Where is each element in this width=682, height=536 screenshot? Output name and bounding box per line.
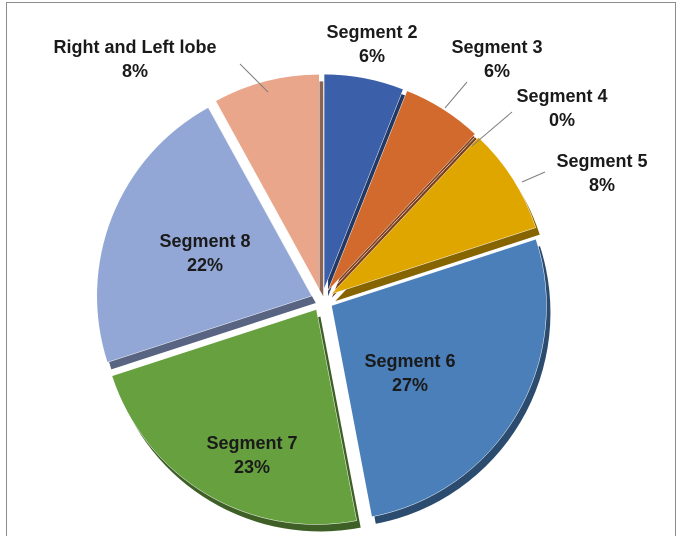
- value-label: 27%: [392, 375, 428, 395]
- slice-label: Segment 5: [556, 151, 647, 171]
- slice-label: Segment 4: [516, 86, 607, 106]
- slice-label: Segment 7: [206, 433, 297, 453]
- value-label: 6%: [484, 61, 510, 81]
- value-label: 6%: [359, 46, 385, 66]
- value-label: 22%: [187, 255, 223, 275]
- value-label: 0%: [549, 110, 575, 130]
- slice: [327, 90, 476, 291]
- leader-line: [444, 81, 468, 109]
- slice-label: Segment 6: [364, 351, 455, 371]
- value-label: 23%: [234, 457, 270, 477]
- slice-label: Right and Left lobe: [54, 37, 217, 57]
- value-label: 8%: [122, 61, 148, 81]
- slice: [111, 309, 357, 525]
- leader-line: [521, 171, 546, 183]
- leader-line: [471, 111, 513, 147]
- value-label: 8%: [589, 175, 615, 195]
- slice: [215, 74, 320, 290]
- labels: Segment 2 6% Segment 3 6% Segment 4 0% Segment…: [54, 22, 648, 477]
- slice: [331, 238, 547, 518]
- slice: [323, 73, 404, 290]
- slice: [96, 107, 313, 363]
- slice-label: Segment 2: [326, 22, 417, 42]
- slices: [96, 73, 551, 532]
- slice-label: Segment 8: [159, 231, 250, 251]
- leader-line: [239, 63, 269, 93]
- slice-label: Segment 3: [451, 37, 542, 57]
